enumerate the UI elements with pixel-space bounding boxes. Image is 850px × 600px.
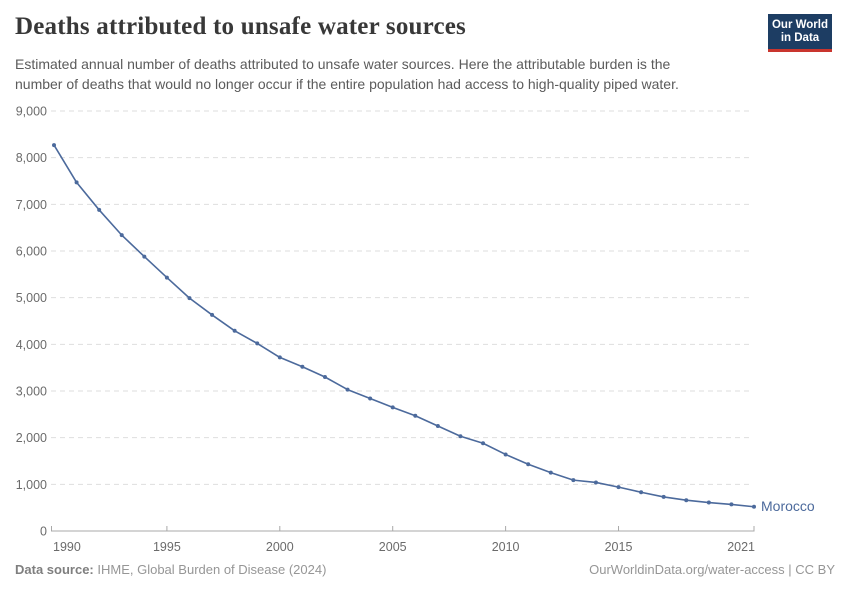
owid-logo-line2: in Data: [780, 32, 820, 44]
data-source: Data source: IHME, Global Burden of Dise…: [15, 562, 326, 577]
data-point: [639, 490, 644, 495]
x-axis-tick-label: 2005: [379, 540, 407, 554]
y-axis-tick-label: 1,000: [16, 478, 47, 492]
data-source-label: Data source:: [15, 562, 94, 577]
data-point: [548, 470, 553, 475]
x-axis-tick-label: 2010: [492, 540, 520, 554]
y-axis-tick-label: 2,000: [16, 431, 47, 445]
data-point: [119, 233, 124, 238]
data-point: [187, 296, 192, 301]
data-point: [684, 498, 689, 503]
data-point: [322, 375, 327, 379]
data-point: [300, 364, 305, 369]
x-axis-tick-label: 2000: [266, 540, 294, 554]
data-point: [74, 180, 79, 185]
x-axis-tick-label: 1995: [153, 540, 181, 554]
data-point: [481, 441, 486, 446]
chart-subtitle: Estimated annual number of deaths attrib…: [15, 56, 679, 92]
page-title: Deaths attributed to unsafe water source…: [15, 13, 466, 40]
attribution: OurWorldinData.org/water-access | CC BY: [589, 562, 835, 577]
owid-logo: Our World in Data: [768, 14, 832, 52]
data-point: [729, 502, 734, 507]
data-line: [53, 144, 755, 508]
data-point: [503, 452, 508, 457]
data-point: [413, 413, 418, 418]
y-axis-tick-label: 9,000: [16, 105, 47, 119]
data-point: [571, 478, 576, 483]
chart-footer: Data source: IHME, Global Burden of Dise…: [15, 562, 835, 577]
y-axis-tick-label: 4,000: [16, 338, 47, 352]
data-point: [368, 396, 373, 401]
x-axis-tick-label: 1990: [53, 540, 81, 554]
data-point: [232, 328, 237, 333]
data-point: [752, 504, 756, 509]
y-axis-tick-label: 3,000: [16, 385, 47, 399]
y-axis-tick-label: 7,000: [16, 198, 47, 212]
owid-logo-line1: Our World: [771, 19, 828, 31]
data-point: [390, 405, 395, 410]
y-axis-tick-label: 0: [40, 525, 47, 539]
data-point: [97, 207, 102, 212]
data-point: [593, 480, 598, 485]
data-point: [52, 143, 56, 148]
y-axis-tick-label: 5,000: [16, 291, 47, 305]
y-axis-tick-label: 6,000: [16, 245, 47, 259]
data-point: [526, 462, 531, 467]
data-point: [142, 254, 147, 259]
x-axis-tick-label: 2015: [605, 540, 633, 554]
x-axis-tick-label: 2021: [727, 540, 755, 554]
data-source-value: IHME, Global Burden of Disease (2024): [97, 562, 327, 577]
data-point: [210, 312, 215, 317]
y-axis-tick-label: 8,000: [16, 151, 47, 165]
data-point: [164, 275, 169, 280]
series-label: Morocco: [761, 498, 815, 514]
data-point: [616, 485, 621, 490]
data-point: [255, 341, 260, 346]
data-point: [435, 424, 440, 428]
data-point: [458, 434, 463, 439]
data-point: [706, 500, 711, 505]
data-point: [661, 494, 666, 499]
data-point: [345, 387, 350, 392]
data-point: [277, 355, 282, 360]
